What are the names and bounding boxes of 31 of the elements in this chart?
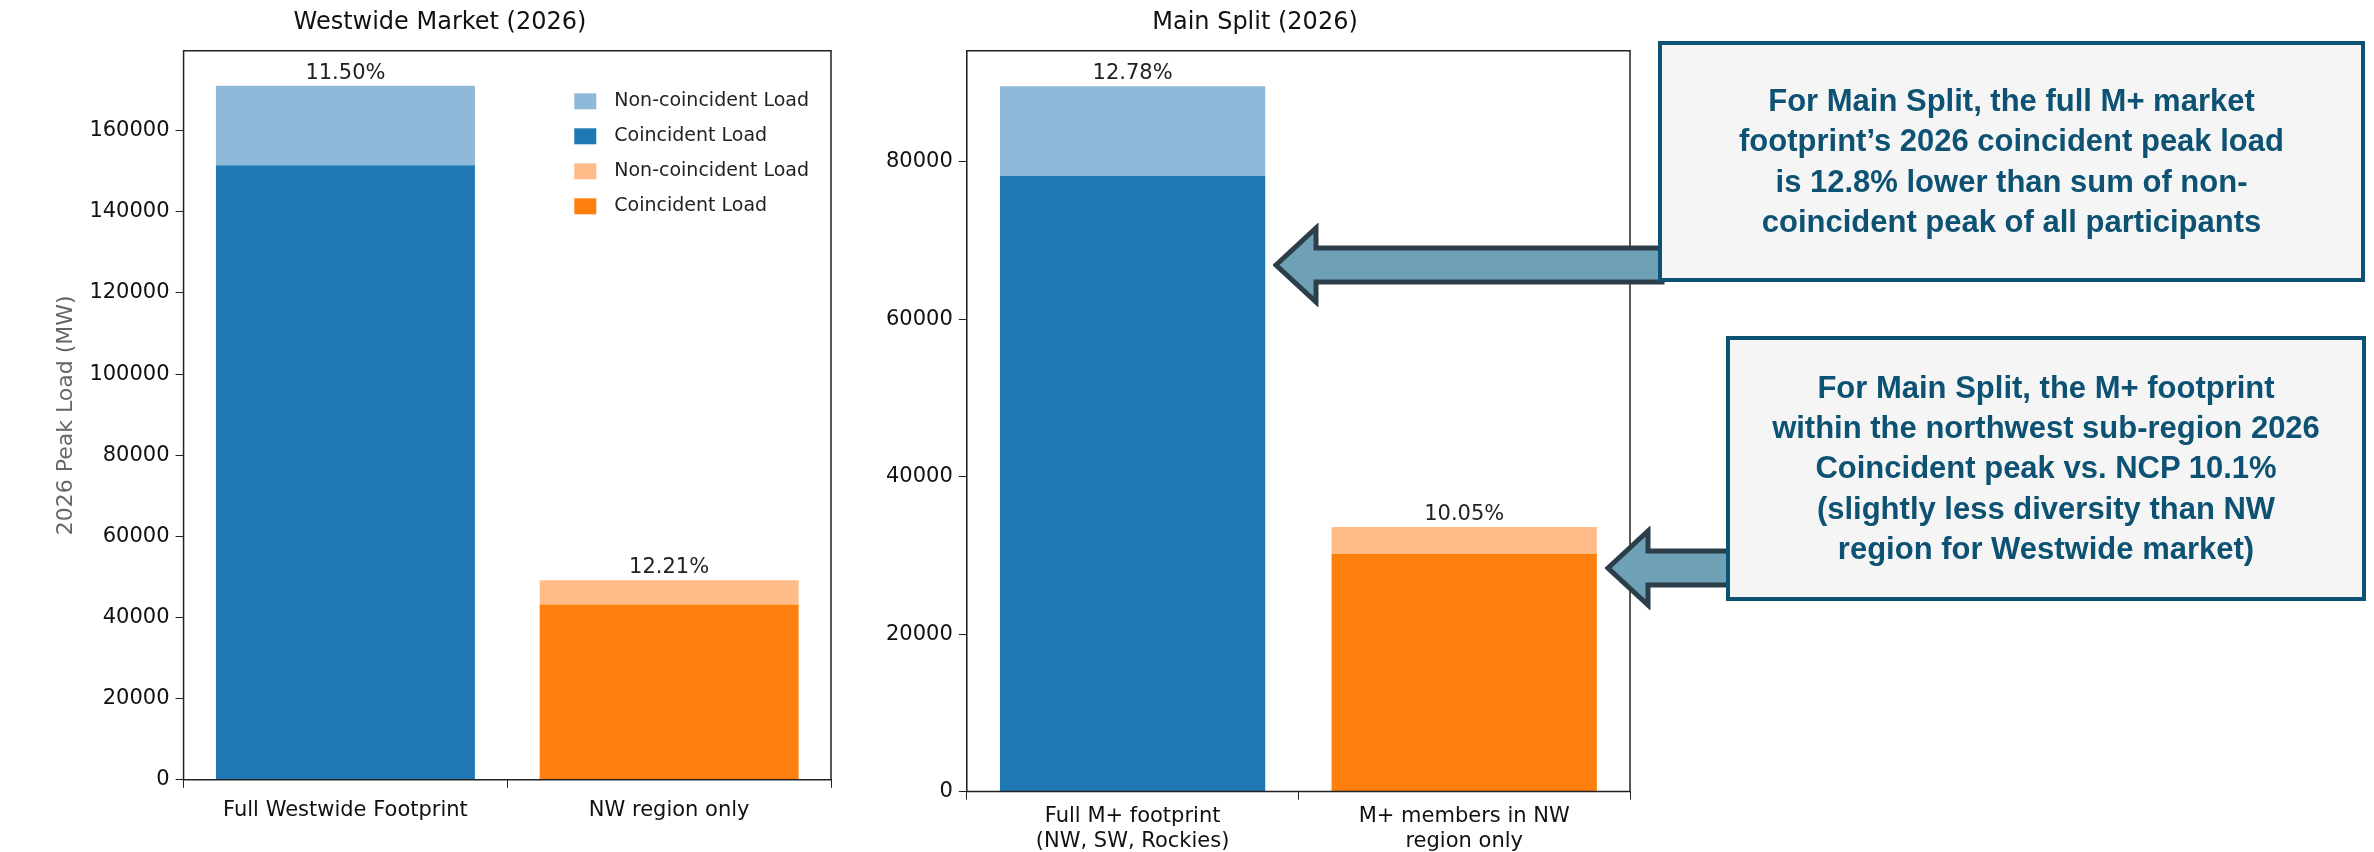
y-tick-label: 40000 <box>885 463 953 488</box>
y-tick-label: 60000 <box>102 522 170 547</box>
annotation: 11.50% <box>305 59 386 84</box>
y-tick-label: 80000 <box>885 148 953 173</box>
chart-title: Westwide Market (2026) <box>293 6 587 35</box>
y-tick-label: 100000 <box>89 360 170 385</box>
annotation: 10.05% <box>1424 501 1505 526</box>
y-tick-label: 160000 <box>89 117 170 142</box>
text: For Main Split, the full M+ market footprint’s 2026 coincident peak load is 12.8% lower than sum of non-coincident peak of all participants <box>1658 41 2365 282</box>
legend-label: Coincident Load <box>614 193 768 216</box>
text: For Main Split, the M+ footprint within the northwest sub-region 2026 Coincident peak vs. NCP 10.1% (slightly less diversity than NW region for Westwide market) <box>1726 336 2366 601</box>
y-tick-label: 20000 <box>102 685 170 710</box>
legend-label: Non-coincident Load <box>614 88 810 111</box>
y-tick-label: 40000 <box>102 603 170 628</box>
legend-label: Non-coincident Load <box>614 158 810 181</box>
y-axis-title: 2026 Peak Load (MW) <box>51 295 77 536</box>
x-tick-label: Full M+ footprint (NW, SW, Rockies) <box>1035 802 1230 852</box>
x-tick-label: Full Westwide Footprint <box>223 796 468 821</box>
y-tick-label: 0 <box>939 778 953 803</box>
chart-title: Main Split (2026) <box>1152 6 1358 35</box>
x-tick-label: M+ members in NW region only <box>1358 802 1570 852</box>
y-tick-label: 20000 <box>885 620 953 645</box>
legend-label: Coincident Load <box>614 123 768 146</box>
annotation: 12.21% <box>629 554 710 579</box>
y-tick-label: 80000 <box>102 441 170 466</box>
annotation: 12.78% <box>1092 60 1173 85</box>
x-tick-label: NW region only <box>588 796 750 821</box>
y-tick-label: 60000 <box>885 305 953 330</box>
y-tick-label: 0 <box>156 766 170 791</box>
y-tick-label: 120000 <box>89 279 170 304</box>
y-tick-label: 140000 <box>89 198 170 223</box>
